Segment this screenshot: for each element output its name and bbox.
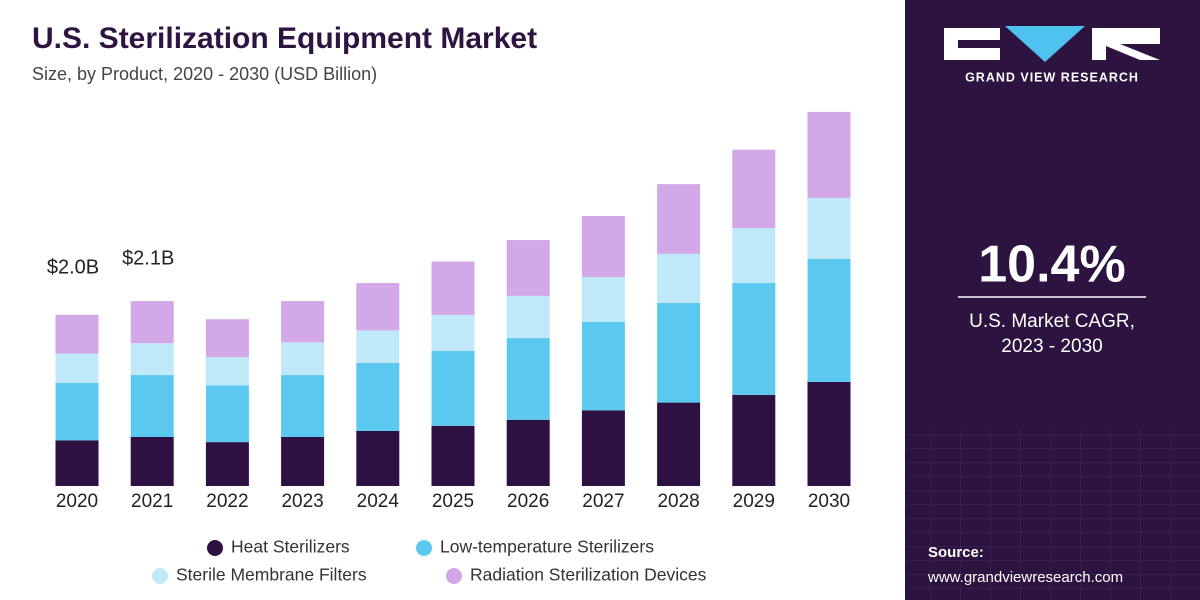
bar-segment [205, 385, 249, 443]
legend-swatch [446, 568, 462, 584]
x-tick-label: 2024 [357, 491, 400, 512]
bar-segment [205, 319, 249, 357]
source-label: Source: [928, 544, 984, 561]
bar-segment [581, 410, 625, 486]
bar-segment [130, 343, 174, 376]
chart-title: U.S. Sterilization Equipment Market [32, 22, 537, 55]
legend-swatch [207, 540, 223, 556]
bar-segment [506, 240, 550, 296]
bar-segment [281, 436, 325, 486]
bar-segment [356, 363, 400, 431]
bar-segment [431, 314, 475, 351]
bar-segment [732, 394, 776, 486]
legend-label: Low-temperature Sterilizers [440, 537, 654, 557]
bar-segment [506, 295, 550, 339]
bar-segment [55, 353, 99, 383]
bar-segment [130, 436, 174, 486]
bar-segment [431, 350, 475, 426]
x-tick-label: 2021 [131, 491, 173, 512]
bar-segment [281, 342, 325, 376]
bar-segment [807, 381, 851, 486]
bar-segment [807, 111, 851, 198]
bar-segment [581, 321, 625, 411]
bar-segment [506, 338, 550, 420]
legend-label: Radiation Sterilization Devices [470, 565, 707, 585]
bar-segment [657, 302, 701, 403]
x-tick-label: 2022 [206, 491, 248, 512]
bar-segment [581, 277, 625, 322]
bar-segment [356, 430, 400, 486]
bar-segment [281, 301, 325, 343]
bar-segment [506, 419, 550, 486]
bar-segment [55, 314, 99, 354]
bar-segment [732, 228, 776, 284]
x-tick-label: 2028 [657, 491, 699, 512]
bar-segment [657, 253, 701, 303]
bar-segment [657, 402, 701, 486]
bar-segment [807, 258, 851, 382]
cagr-period: 2023 - 2030 [1001, 336, 1102, 357]
cagr-value: 10.4% [978, 236, 1125, 294]
bar-segment [807, 197, 851, 259]
panel-pattern [905, 430, 1200, 600]
legend: Heat Sterilizers Low-temperature Steriliz… [152, 537, 707, 585]
bar-segment [581, 215, 625, 278]
x-tick-label: 2020 [56, 491, 98, 512]
bar-segment [732, 149, 776, 228]
total-label: $2.0B [47, 256, 99, 278]
source-url: www.grandviewresearch.com [927, 569, 1123, 586]
x-tick-label: 2023 [281, 491, 323, 512]
bar-segment [55, 382, 99, 441]
bar-segment [732, 283, 776, 395]
total-label: $2.1B [122, 248, 174, 270]
x-tick-label: 2029 [733, 491, 775, 512]
bar-segment [130, 301, 174, 344]
bar-segment [431, 261, 475, 315]
bar-segment [356, 283, 400, 331]
x-tick-label: 2030 [808, 491, 850, 512]
x-tick-label: 2025 [432, 491, 474, 512]
bar-segment [356, 330, 400, 364]
legend-label: Sterile Membrane Filters [176, 565, 367, 585]
x-tick-label: 2026 [507, 491, 549, 512]
plot: 2020 2021 2022 2023 2024 2025 2026 2027 2028 2029… [47, 111, 851, 512]
legend-label: Heat Sterilizers [231, 537, 350, 557]
bar-segment [281, 375, 325, 437]
cagr-label: U.S. Market CAGR, [969, 311, 1135, 332]
logo [944, 26, 1160, 62]
x-tick-label: 2027 [582, 491, 624, 512]
chart-subtitle: Size, by Product, 2020 - 2030 (USD Billi… [32, 64, 377, 84]
brand: GRAND VIEW RESEARCH [965, 70, 1139, 84]
bar-segment [205, 442, 249, 486]
bar-segment [55, 440, 99, 486]
bar-segment [657, 184, 701, 254]
bar-segment [205, 357, 249, 386]
bar-segment [130, 375, 174, 437]
legend-swatch [152, 568, 168, 584]
bar-segment [431, 425, 475, 486]
legend-swatch [416, 540, 432, 556]
